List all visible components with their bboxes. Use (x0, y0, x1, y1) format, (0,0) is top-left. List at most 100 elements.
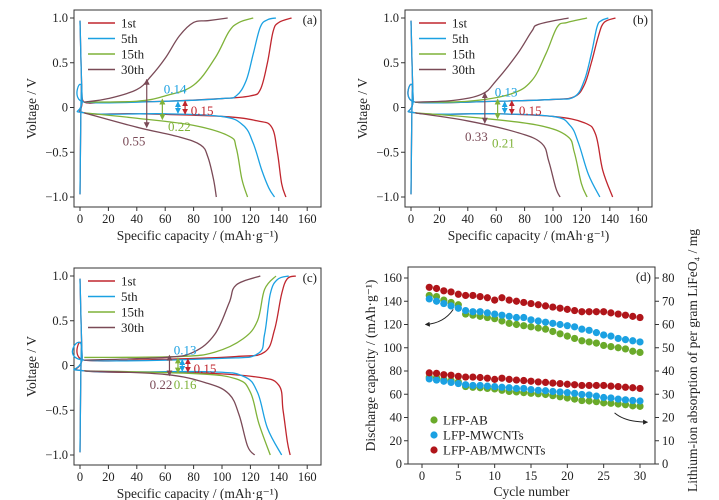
point-LFP-AB/MWCNTs-right (483, 374, 491, 382)
point-LFP-AB-left (505, 319, 513, 327)
x-tick-label: 140 (600, 212, 619, 226)
legend-label: 15th (121, 47, 145, 62)
point-LFP-MWCNTs-right (549, 387, 557, 396)
point-LFP-AB-left (629, 347, 637, 355)
curve-30th-discharge (84, 370, 256, 456)
point-LFP-AB/MWCNTs-right (476, 373, 484, 382)
point-LFP-MWCNTs-right (498, 383, 506, 391)
y-tick-label: −1.0 (376, 190, 399, 204)
legend-label: 30th (452, 62, 476, 77)
x-tick-label: 5 (455, 469, 461, 483)
curve-15th-discharge (84, 112, 249, 198)
point-LFP-AB-left (512, 320, 521, 329)
point-LFP-MWCNTs-left (447, 302, 455, 310)
gap-label: 0.14 (164, 82, 187, 97)
point-LFP-AB/MWCNTs-left (600, 308, 608, 316)
gap-label: 0.13 (174, 342, 197, 357)
y-tick-label: 60 (390, 387, 403, 401)
y-axis-label: Voltage / V (355, 78, 370, 139)
y2-tick-label: 20 (662, 411, 675, 425)
curve-5th-charge (407, 17, 609, 195)
y2-axis-label: Lithium-ion absorption of per gram LiFeO… (685, 229, 700, 492)
point-LFP-MWCNTs-left (600, 331, 608, 339)
right-axis-arrow (614, 412, 649, 425)
x-tick-label: 10 (488, 469, 501, 483)
y-axis-label: Voltage / V (24, 336, 39, 397)
panel-a: 0 20 40 60 80 100 120 140 160 1.0 0.5 0 −0.5 −1.0 Spec… (24, 9, 322, 243)
point-LFP-MWCNTs-left (512, 313, 521, 322)
point-LFP-AB-left (614, 344, 622, 352)
y2-tick-label: 0 (662, 457, 668, 471)
point-LFP-AB/MWCNTs-left (549, 303, 557, 311)
legend-label: LFP-AB/MWCNTs (443, 443, 545, 458)
point-LFP-AB-left (549, 327, 557, 336)
curve-5th-charge (76, 17, 277, 195)
point-LFP-MWCNTs-right (621, 396, 630, 404)
point-LFP-MWCNTs-right (512, 384, 521, 393)
point-LFP-AB-right (578, 396, 586, 405)
y-tick-label: 0.5 (52, 314, 68, 328)
point-LFP-MWCNTs-left (614, 334, 622, 343)
gap-label: 0.22 (150, 377, 173, 392)
point-LFP-MWCNTs-left (483, 309, 491, 317)
x-tick-label: 20 (102, 212, 115, 226)
x-tick-label: 25 (597, 469, 610, 483)
point-LFP-MWCNTs-right (585, 391, 593, 399)
y-axis-label: Voltage / V (24, 78, 39, 139)
point-LFP-MWCNTs-left (578, 325, 586, 333)
point-LFP-MWCNTs-right (440, 377, 448, 385)
point-LFP-MWCNTs-right (578, 390, 586, 399)
point-LFP-MWCNTs-right (592, 392, 601, 400)
point-LFP-AB/MWCNTs-left (491, 296, 499, 304)
panel-label: (d) (636, 269, 651, 284)
point-LFP-AB/MWCNTs-right (636, 384, 644, 393)
point-LFP-MWCNTs-right (541, 387, 550, 395)
point-LFP-MWCNTs-left (534, 317, 542, 325)
point-LFP-MWCNTs-left (549, 319, 557, 327)
point-LFP-AB-right (600, 399, 608, 407)
point-LFP-AB/MWCNTs-right (505, 375, 513, 383)
point-LFP-MWCNTs-left (592, 329, 601, 337)
curve-30th-charge (84, 17, 228, 103)
point-LFP-MWCNTs-right (462, 381, 470, 389)
point-LFP-MWCNTs-right (614, 395, 622, 403)
x-tick-label: 15 (525, 469, 538, 483)
x-tick-label: 120 (241, 212, 260, 226)
y-tick-label: 1.0 (52, 269, 68, 283)
point-LFP-AB/MWCNTs-right (621, 383, 630, 391)
point-LFP-MWCNTs-left (520, 313, 528, 322)
panel-b: 0 20 40 60 80 100 120 140 160 1.0 0.5 0 −0.5 −1.0 Spec… (355, 9, 653, 243)
point-LFP-AB/MWCNTs-left (512, 297, 521, 305)
curve-1st-discharge (407, 20, 614, 198)
x-tick-label: 40 (131, 470, 144, 484)
y2-tick-label: 10 (662, 434, 675, 448)
legend-label: 30th (121, 62, 145, 77)
x-axis-label: Specific capacity / (mAh·g⁻¹) (117, 486, 279, 500)
point-LFP-MWCNTs-left (425, 295, 433, 303)
y-tick-label: 0.5 (383, 56, 399, 70)
point-LFP-AB/MWCNTs-right (578, 381, 586, 390)
point-LFP-AB-left (534, 324, 542, 332)
point-LFP-MWCNTs-left (571, 323, 579, 331)
point-LFP-AB-right (571, 395, 579, 403)
curve-5th-discharge (76, 20, 276, 198)
point-LFP-AB/MWCNTs-right (556, 379, 564, 388)
x-tick-label: 20 (561, 469, 574, 483)
x-tick-label: 0 (419, 469, 425, 483)
y2-tick-label: 40 (662, 364, 675, 378)
point-LFP-MWCNTs-left (432, 297, 441, 305)
legend-label: 15th (452, 47, 476, 62)
point-LFP-MWCNTs-right (520, 384, 528, 393)
x-tick-label: 0 (408, 212, 414, 226)
y-tick-label: 0.5 (52, 56, 68, 70)
x-tick-label: 120 (572, 212, 591, 226)
point-LFP-AB/MWCNTs-left (534, 301, 542, 309)
point-LFP-MWCNTs-left (541, 318, 550, 326)
panel-c: 0 20 40 60 80 100 120 140 160 1.0 0.5 0 −0.5 −1.0 Spec… (24, 267, 322, 500)
y-tick-label: 0 (393, 101, 399, 115)
y-tick-label: 0 (396, 457, 402, 471)
point-LFP-MWCNTs-left (498, 311, 506, 319)
point-LFP-AB/MWCNTs-left (462, 291, 470, 300)
point-LFP-AB/MWCNTs-left (440, 287, 448, 295)
